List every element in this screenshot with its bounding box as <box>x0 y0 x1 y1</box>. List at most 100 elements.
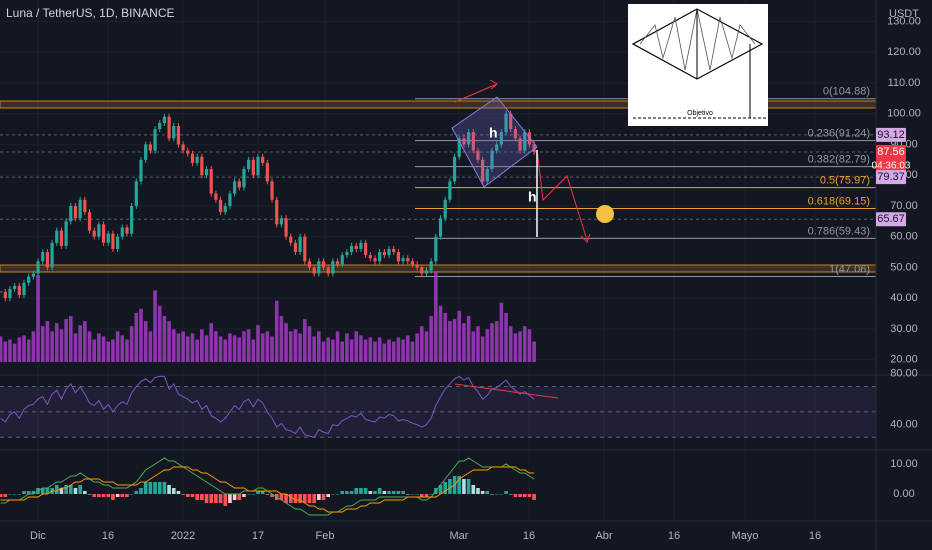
volume-bar <box>265 331 270 362</box>
volume-bar <box>40 326 45 362</box>
candle <box>424 270 429 274</box>
macd-histogram <box>312 494 316 503</box>
candle <box>214 193 218 200</box>
volume-bar <box>288 331 293 362</box>
inset-image: Objetivo <box>628 4 768 126</box>
y-tick-label: 100.00 <box>887 108 921 120</box>
volume-bar <box>490 323 494 362</box>
candle <box>172 126 176 139</box>
macd-histogram <box>345 491 349 494</box>
macd-histogram <box>368 491 373 494</box>
macd-histogram <box>377 488 382 494</box>
candle <box>223 205 227 213</box>
volume-bar <box>171 329 176 362</box>
arrow-head <box>489 79 498 90</box>
candle <box>228 193 232 206</box>
volume-bar <box>340 341 345 362</box>
macd-histogram <box>12 494 17 495</box>
price-tag-label: 65.67 <box>877 213 905 225</box>
volume-bar <box>303 319 307 362</box>
volume-bar <box>335 331 340 362</box>
volume-bar <box>8 339 12 362</box>
macd-histogram <box>64 485 68 494</box>
volume-bar <box>508 326 513 362</box>
volume-bar <box>232 335 237 362</box>
macd-histogram <box>405 494 410 495</box>
candle <box>438 218 443 237</box>
macd-histogram <box>111 494 115 500</box>
volume-bar <box>363 339 368 362</box>
candle <box>50 242 54 268</box>
fib-label: 0(104.88) <box>823 86 870 98</box>
drawings: h h Objetivo <box>451 4 768 399</box>
volume-bar <box>401 339 405 362</box>
volume-bar <box>106 341 111 362</box>
candle <box>289 236 293 243</box>
candle <box>116 236 120 249</box>
candle <box>326 267 330 274</box>
candle <box>279 218 283 225</box>
macd-histogram <box>157 482 162 494</box>
price-tag <box>876 144 906 173</box>
candle <box>303 236 307 262</box>
macd-histogram <box>129 494 134 495</box>
macd-histogram <box>288 494 293 503</box>
macd-histogram <box>476 488 480 494</box>
x-tick-label: Mar <box>450 530 469 542</box>
volume-bar <box>410 341 415 362</box>
candle <box>354 245 358 249</box>
macd-histogram <box>340 491 345 494</box>
volume-bar <box>3 341 8 362</box>
chart-title: Luna / TetherUS, 1D, BINANCE <box>6 6 175 20</box>
volume-bar <box>471 331 476 362</box>
macd-histogram <box>83 491 87 494</box>
volume-bar <box>349 339 354 362</box>
macd-histogram <box>176 491 181 494</box>
volume-bar <box>270 336 274 362</box>
volume-bar <box>448 321 452 362</box>
candle <box>485 169 489 182</box>
candle <box>73 205 78 219</box>
macd-histogram <box>457 476 462 494</box>
candle <box>130 205 134 234</box>
volume-bar <box>218 336 223 362</box>
volume-bar <box>92 339 96 362</box>
fib-label: 0.236(91.24) <box>808 128 870 140</box>
x-tick-label: 17 <box>252 530 264 542</box>
volume-bar <box>139 308 143 362</box>
y-tick-label: 50.00 <box>890 261 918 273</box>
macd-histogram <box>228 494 232 503</box>
candle <box>251 159 255 176</box>
macd-histogram <box>31 491 36 494</box>
volume-bar <box>532 341 536 362</box>
macd-histogram <box>382 491 387 494</box>
candle <box>22 282 26 296</box>
candle <box>106 233 110 243</box>
candle <box>513 129 517 139</box>
volume-bar <box>373 341 377 362</box>
candle <box>97 224 101 237</box>
candle <box>153 129 157 151</box>
candle <box>242 169 246 188</box>
volume-bar <box>195 339 199 362</box>
candle <box>158 122 162 130</box>
volume-bar <box>359 335 363 362</box>
candle <box>13 285 17 289</box>
candle <box>195 156 199 163</box>
candle <box>415 264 419 268</box>
annotation: h <box>489 125 498 141</box>
volume-bar <box>111 339 115 362</box>
macd-histogram <box>143 482 148 494</box>
macd-histogram <box>115 494 120 497</box>
candle <box>345 252 349 256</box>
macd-histogram <box>335 494 340 495</box>
countdown: 04:36:03 <box>872 161 911 172</box>
macd-histogram <box>69 485 73 494</box>
volume-bar <box>26 339 31 362</box>
macd-histogram <box>78 485 82 494</box>
candle <box>144 144 148 160</box>
candle <box>335 261 340 265</box>
y-tick-label: 30.00 <box>890 323 918 335</box>
